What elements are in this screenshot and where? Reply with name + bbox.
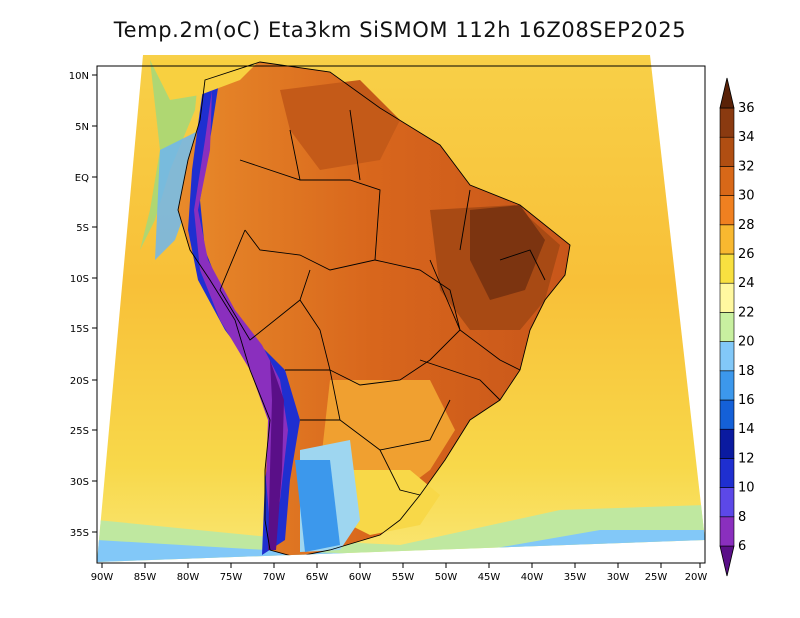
colorbar-segment — [719, 370, 735, 401]
colorbar-label: 24 — [738, 276, 755, 291]
lat-tick: 5S — [76, 223, 97, 234]
colorbar-arrow-low — [719, 545, 735, 577]
lat-label: 30S — [70, 477, 89, 488]
lon-tick: 30W — [607, 563, 630, 583]
lon-tick: 50W — [435, 563, 458, 583]
colorbar-label: 10 — [738, 481, 755, 496]
lon-label: 50W — [435, 572, 458, 583]
lon-tick: 75W — [220, 563, 243, 583]
colorbar-label: 34 — [738, 130, 755, 145]
temperature-field — [97, 55, 705, 562]
lat-label: 35S — [70, 528, 89, 539]
lat-tick: 25S — [70, 426, 97, 437]
colorbar-label: 36 — [738, 101, 755, 116]
colorbar-label: 20 — [738, 335, 755, 350]
lon-label: 55W — [392, 572, 415, 583]
colorbar: 6 8 10 12 14 16 18 20 22 24 26 28 30 32 34 36 — [719, 77, 755, 577]
colorbar-label: 26 — [738, 247, 755, 262]
colorbar-label: 22 — [738, 305, 755, 320]
lon-label: 20W — [685, 572, 708, 583]
colorbar-label: 12 — [738, 451, 755, 466]
lon-label: 35W — [564, 572, 587, 583]
latitude-axis: 10N 5N EQ 5S 10S 15S 20S 25S 30S 35S — [69, 71, 97, 539]
lon-label: 80W — [177, 572, 200, 583]
colorbar-segment — [719, 195, 735, 226]
lon-tick: 45W — [478, 563, 501, 583]
lon-tick: 25W — [645, 563, 668, 583]
lat-label: 5S — [76, 223, 89, 234]
colorbar-arrow-high — [719, 77, 735, 109]
lon-label: 25W — [645, 572, 668, 583]
colorbar-segment — [719, 107, 735, 138]
colorbar-segment — [719, 458, 735, 488]
lat-tick: EQ — [75, 173, 97, 184]
lat-label: EQ — [75, 173, 89, 184]
colorbar-label: 6 — [738, 539, 746, 554]
colorbar-label: 18 — [738, 364, 755, 379]
colorbar-segment — [719, 312, 735, 342]
colorbar-segment — [719, 399, 735, 430]
colorbar-label: 30 — [738, 189, 755, 204]
lon-tick: 65W — [306, 563, 329, 583]
map-frame — [96, 65, 706, 564]
country-borders — [177, 61, 571, 558]
colorbar-segment — [719, 166, 735, 196]
lon-label: 60W — [349, 572, 372, 583]
lon-label: 65W — [306, 572, 329, 583]
colorbar-segment — [719, 282, 735, 313]
colorbar-label: 16 — [738, 393, 755, 408]
colorbar-label: 28 — [738, 218, 755, 233]
longitude-axis: 90W 85W 80W 75W 70W 65W 60W 55W 50W 45W … — [91, 563, 708, 583]
lon-label: 40W — [521, 572, 544, 583]
colorbar-segment — [719, 428, 735, 459]
lon-label: 90W — [91, 572, 114, 583]
lat-label: 15S — [70, 324, 89, 335]
lon-tick: 70W — [263, 563, 286, 583]
lat-label: 25S — [70, 426, 89, 437]
lon-label: 70W — [263, 572, 286, 583]
lat-tick: 15S — [70, 324, 97, 335]
lon-tick: 35W — [564, 563, 587, 583]
colorbar-segment — [719, 341, 735, 372]
lat-tick: 20S — [70, 376, 97, 387]
lat-label: 10N — [69, 71, 89, 82]
lon-label: 85W — [134, 572, 157, 583]
lon-tick: 85W — [134, 563, 157, 583]
lat-label: 5N — [75, 122, 89, 133]
map-title: Temp.2m(oC) Eta3km SiSMOM 112h 16Z08SEP2… — [113, 18, 687, 42]
lat-tick: 10N — [69, 71, 97, 82]
lat-label: 10S — [70, 274, 89, 285]
lon-label: 45W — [478, 572, 501, 583]
lon-tick: 55W — [392, 563, 415, 583]
colorbar-segment — [719, 516, 735, 547]
colorbar-segment — [719, 487, 735, 518]
colorbar-segment — [719, 136, 735, 167]
colorbar-label: 32 — [738, 159, 755, 174]
lon-tick: 90W — [91, 563, 114, 583]
colorbar-segment — [719, 224, 735, 255]
lon-label: 30W — [607, 572, 630, 583]
colorbar-label: 8 — [738, 510, 746, 525]
lon-label: 75W — [220, 572, 243, 583]
lon-tick: 60W — [349, 563, 372, 583]
colorbar-segment — [719, 253, 735, 284]
lat-tick: 30S — [70, 477, 97, 488]
lon-tick: 80W — [177, 563, 200, 583]
lon-tick: 20W — [685, 563, 708, 583]
lon-tick: 40W — [521, 563, 544, 583]
lat-tick: 10S — [70, 274, 97, 285]
lat-tick: 5N — [75, 122, 97, 133]
lat-label: 20S — [70, 376, 89, 387]
colorbar-label: 14 — [738, 422, 755, 437]
lat-tick: 35S — [70, 528, 97, 539]
